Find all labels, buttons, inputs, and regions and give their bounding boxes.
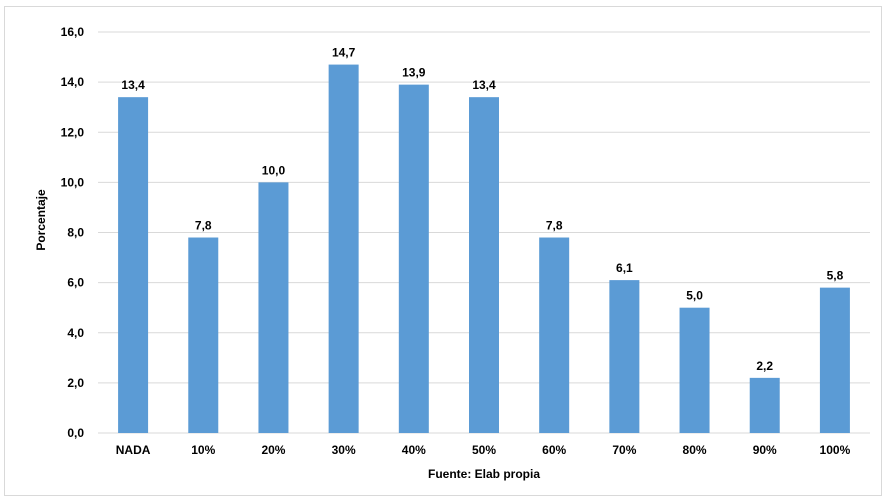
x-tick-label: 80% xyxy=(683,443,707,457)
y-tick-label: 2,0 xyxy=(67,376,84,390)
y-tick-label: 14,0 xyxy=(61,75,85,89)
bars xyxy=(118,64,850,434)
y-tick-labels: 0,0 2,0 4,0 6,0 8,0 10,0 12,0 14,0 16,0 xyxy=(61,25,85,440)
x-tick-labels: NADA 10% 20% 30% 40% 50% 60% 70% 80% 90% 100% xyxy=(116,443,851,457)
y-axis-label: Porcentaje xyxy=(34,189,48,251)
data-label: 6,1 xyxy=(616,261,633,275)
chart-frame xyxy=(4,6,882,496)
bar xyxy=(469,97,499,433)
data-label: 2,2 xyxy=(756,359,773,373)
bar xyxy=(609,280,640,433)
y-tick-label: 0,0 xyxy=(67,426,84,440)
bar xyxy=(328,64,359,434)
bar xyxy=(539,237,570,433)
y-tick-label: 10,0 xyxy=(61,175,85,189)
x-tick-label: NADA xyxy=(116,443,151,457)
data-label: 13,4 xyxy=(121,78,145,92)
data-label: 10,0 xyxy=(262,163,286,177)
x-tick-label: 60% xyxy=(542,443,566,457)
x-tick-label: 30% xyxy=(332,443,356,457)
bar xyxy=(188,237,219,433)
data-label: 7,8 xyxy=(195,219,212,233)
bar xyxy=(749,377,780,433)
data-label: 5,0 xyxy=(686,289,703,303)
bar xyxy=(819,287,850,433)
y-tick-label: 6,0 xyxy=(67,276,84,290)
x-tick-label: 90% xyxy=(753,443,777,457)
bar xyxy=(258,182,289,433)
x-tick-label: 50% xyxy=(472,443,496,457)
data-label: 14,7 xyxy=(332,46,356,60)
x-tick-label: 40% xyxy=(402,443,426,457)
bar xyxy=(118,97,149,433)
bar xyxy=(398,84,429,433)
x-tick-label: 20% xyxy=(261,443,285,457)
x-tick-label: 100% xyxy=(820,443,851,457)
x-tick-label: 10% xyxy=(191,443,215,457)
y-tick-label: 16,0 xyxy=(61,25,85,39)
data-label: 13,4 xyxy=(472,78,496,92)
data-label: 13,9 xyxy=(402,66,426,80)
data-label: 7,8 xyxy=(546,219,563,233)
data-label: 5,8 xyxy=(827,269,844,283)
y-tick-label: 12,0 xyxy=(61,125,85,139)
x-axis-label: Fuente: Elab propia xyxy=(428,467,540,481)
value-labels: 13,4 7,8 10,0 14,7 13,9 13,4 7,8 6,1 5,0 2,2 5,8 xyxy=(121,46,843,373)
x-tick-label: 70% xyxy=(612,443,636,457)
y-tick-label: 8,0 xyxy=(67,226,84,240)
y-tick-label: 4,0 xyxy=(67,326,84,340)
bar xyxy=(679,307,710,433)
